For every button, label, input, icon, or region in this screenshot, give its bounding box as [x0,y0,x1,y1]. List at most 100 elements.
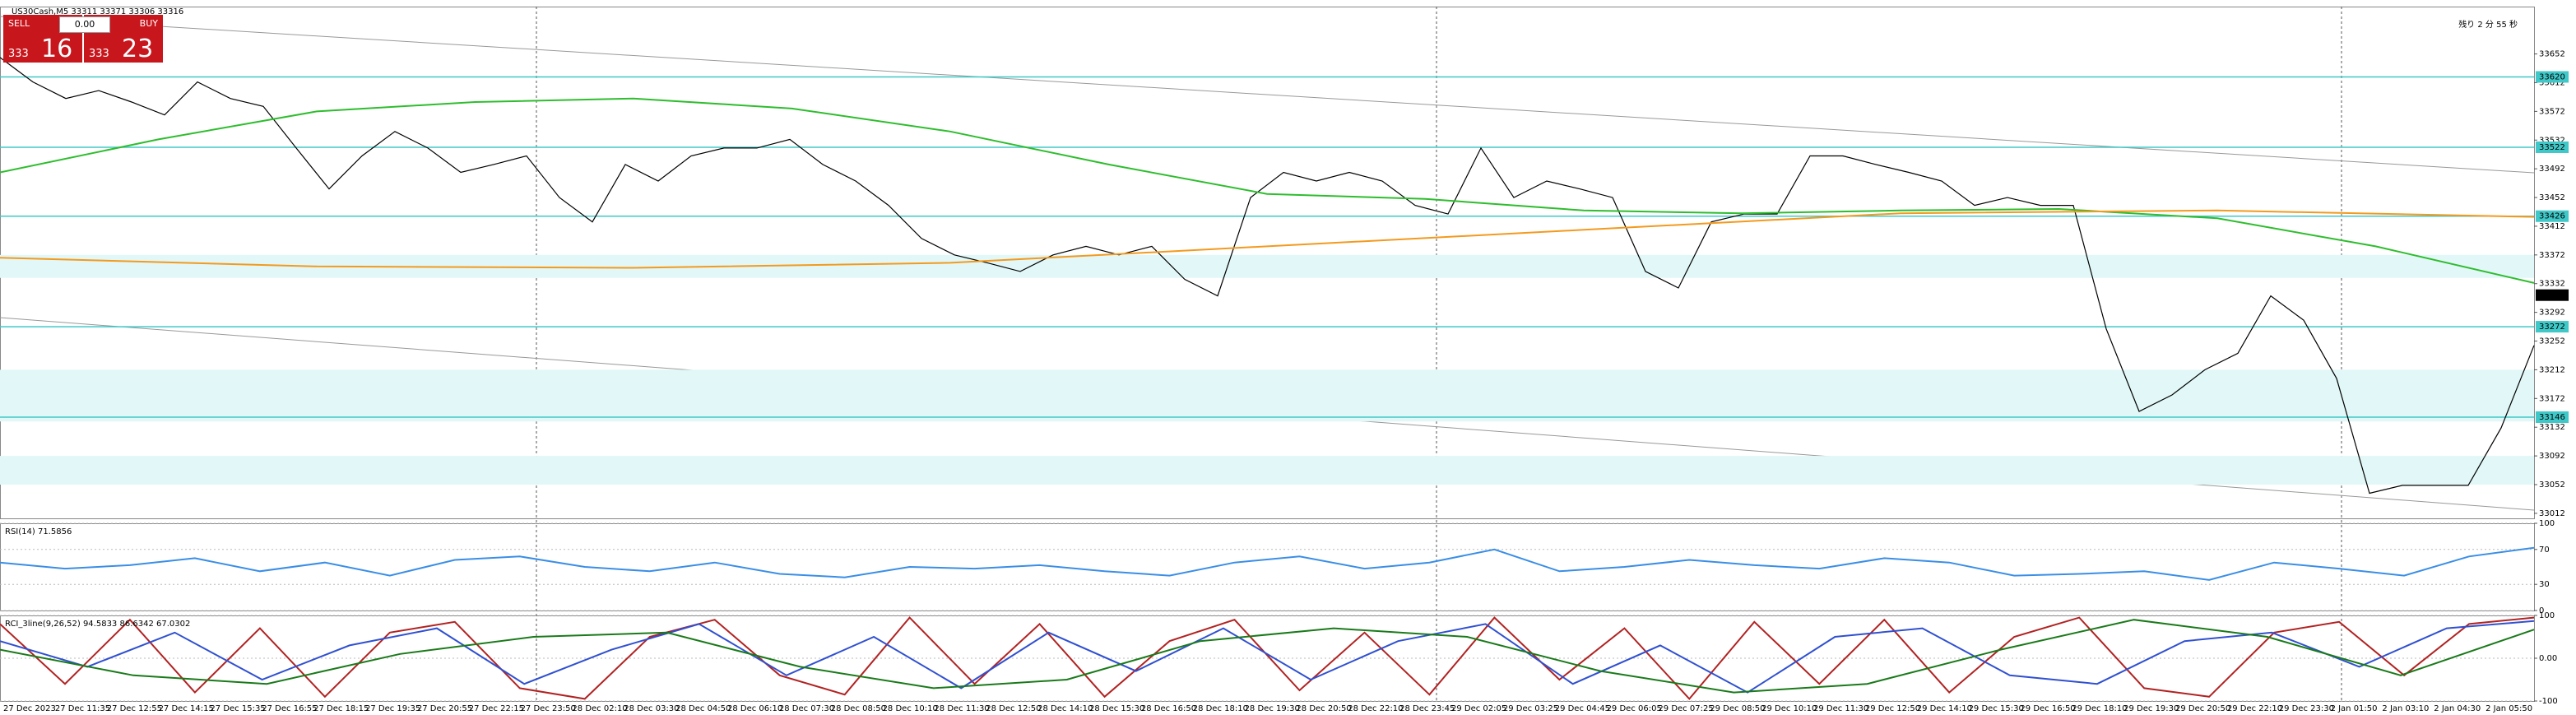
y-tick-label: 33532 [2539,136,2565,145]
y-tick-label: 33452 [2539,193,2565,202]
indicator-label: RSI(14) 71.5856 [5,527,72,536]
x-tick-label: 29 Dec 22:10 [2227,704,2282,713]
y-tick-label: 100 [2539,611,2555,620]
y-tick-label: 70 [2539,546,2550,555]
x-tick-label: 28 Dec 07:30 [779,704,834,713]
x-tick-label: 27 Dec 19:35 [365,704,420,713]
zone [0,369,2534,422]
series-line [0,619,2535,694]
sell-label: SELL [8,18,30,29]
x-tick-label: 27 Dec 16:55 [262,704,317,713]
x-tick-label: 29 Dec 20:50 [2175,704,2230,713]
x-tick-label: 29 Dec 10:10 [1761,704,1817,713]
y-tick-label: 33052 [2539,481,2565,490]
y-tick-label: 33412 [2539,222,2565,231]
x-tick-label: 29 Dec 02:05 [1451,704,1506,713]
y-tick-label: 100 [2539,519,2555,528]
level-badge [2536,210,2569,222]
series-line [0,620,2535,694]
level-label: 33146 [2539,413,2565,422]
y-tick-label: 33212 [2539,365,2565,374]
level-label: 33272 [2539,323,2565,332]
buy-price: 23 [122,35,154,63]
y-tick-label: 33012 [2539,509,2565,518]
x-tick-label: 28 Dec 19:30 [1245,704,1300,713]
x-tick-label: 2 Jan 04:30 [2434,704,2481,713]
x-tick-label: 28 Dec 02:10 [572,704,627,713]
x-tick-label: 29 Dec 03:25 [1503,704,1558,713]
level-label: 33522 [2539,143,2565,152]
y-tick-label: 33132 [2539,423,2565,432]
x-tick-label: 27 Dec 23:50 [521,704,576,713]
x-tick-label: 28 Dec 16:50 [1141,704,1196,713]
x-tick-label: 28 Dec 18:10 [1193,704,1248,713]
y-tick-label: 33172 [2539,394,2565,403]
x-tick-label: 2 Jan 01:50 [2331,704,2378,713]
level-badge [2536,141,2569,153]
x-tick-label: 27 Dec 12:55 [107,704,162,713]
series-line [0,57,2535,494]
level-badge [2536,411,2569,423]
countdown: 残り 2 分 55 秒 [2458,19,2518,30]
zone [0,456,2534,485]
y-tick-label: 33372 [2539,251,2565,260]
level-label: 33620 [2539,72,2565,81]
y-tick-label: 30 [2539,580,2550,589]
x-tick-label: 28 Dec 08:50 [831,704,886,713]
x-tick-label: 29 Dec 12:50 [1865,704,1920,713]
rsi-frame [0,523,2535,611]
x-tick-label: 29 Dec 06:05 [1607,704,1662,713]
x-tick-label: 2 Jan 05:50 [2485,704,2532,713]
y-tick-label: 33092 [2539,452,2565,461]
x-tick-label: 28 Dec 14:10 [1037,704,1093,713]
lots-input[interactable]: 0.00 [59,16,110,33]
trend-line [0,16,2535,174]
x-tick-label: 28 Dec 12:50 [986,704,1041,713]
y-tick-label: 33252 [2539,337,2565,346]
y-tick-label: 0.00 [2539,654,2557,663]
x-tick-label: 27 Dec 11:35 [55,704,110,713]
current-price: 33316 [2539,291,2565,300]
x-tick-label: 29 Dec 14:10 [1917,704,1972,713]
price-badge [2536,289,2569,301]
x-tick-label: 29 Dec 04:45 [1555,704,1610,713]
x-tick-label: 29 Dec 16:50 [2020,704,2075,713]
series-line [0,616,2535,700]
y-tick-label: 33572 [2539,107,2565,116]
x-tick-label: 29 Dec 11:30 [1813,704,1868,713]
symbol-info: US30Cash,M5 33311 33371 33306 33316 [12,7,183,16]
level-label: 33426 [2539,212,2565,221]
x-tick-label: 28 Dec 15:30 [1089,704,1144,713]
x-tick-label: 29 Dec 07:25 [1658,704,1713,713]
x-tick-label: 2 Jan 03:10 [2382,704,2429,713]
x-tick-label: 28 Dec 20:50 [1296,704,1351,713]
level-badge [2536,321,2569,333]
y-tick-label: 33612 [2539,78,2565,87]
day-separators [536,7,2342,701]
x-tick-label: 28 Dec 10:10 [883,704,938,713]
x-tick-label: 28 Dec 03:30 [624,704,679,713]
y-tick-label: 33652 [2539,50,2565,59]
level-badge [2536,71,2569,83]
x-tick-label: 28 Dec 22:10 [1348,704,1403,713]
x-tick-label: 27 Dec 18:15 [313,704,369,713]
x-tick-label: 29 Dec 19:30 [2123,704,2179,713]
x-tick-label: 29 Dec 08:50 [1710,704,1765,713]
x-tick-label: 27 Dec 15:35 [210,704,265,713]
x-tick-label: 27 Dec 2023 [3,704,56,713]
y-tick-label: 33332 [2539,280,2565,289]
x-tick-label: 28 Dec 06:10 [727,704,782,713]
x-tick-label: 29 Dec 15:30 [1969,704,2024,713]
y-tick-label: 0 [2539,606,2544,615]
x-tick-label: 28 Dec 11:30 [934,704,989,713]
x-tick-label: 27 Dec 20:55 [417,704,472,713]
buy-prefix: 333 [89,48,109,60]
x-tick-label: 29 Dec 23:30 [2279,704,2334,713]
y-tick-label: 33292 [2539,309,2565,318]
x-tick-label: 28 Dec 23:45 [1399,704,1455,713]
sell-price: 16 [41,35,73,63]
series-line [0,546,2535,581]
x-tick-label: 27 Dec 14:15 [159,704,214,713]
